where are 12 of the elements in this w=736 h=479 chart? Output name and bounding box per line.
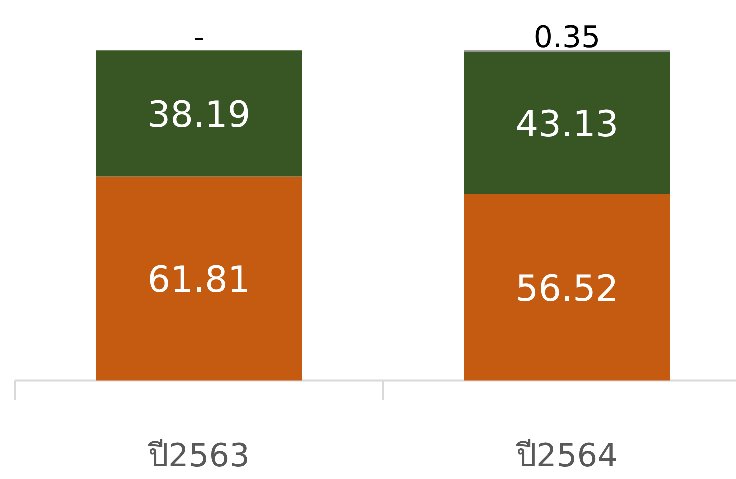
data-label: 56.52: [516, 268, 619, 310]
data-label: 38.19: [148, 95, 251, 136]
bar: [464, 52, 670, 194]
x-tick-label: ปี2564: [516, 436, 618, 474]
x-tick-label: ปี2563: [148, 436, 250, 474]
bar: [96, 176, 302, 381]
data-label: -: [194, 20, 205, 56]
bar: [464, 194, 670, 381]
bar: [96, 50, 302, 177]
data-label: 61.81: [148, 260, 251, 302]
data-label: 43.13: [516, 104, 619, 146]
data-label: 0.35: [534, 20, 601, 56]
